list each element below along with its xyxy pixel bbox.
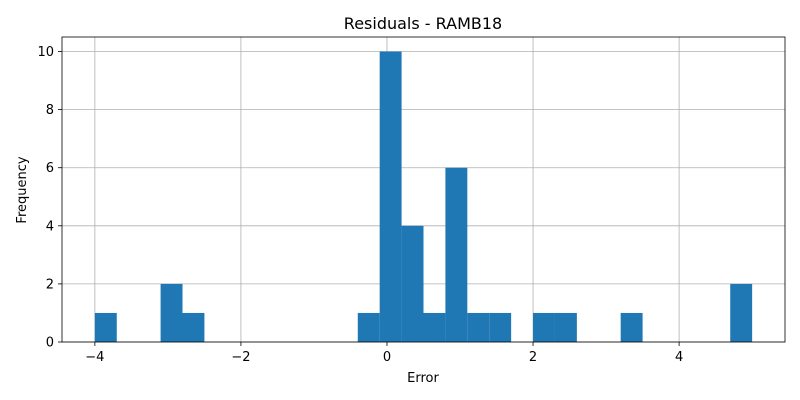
histogram-bar [730,283,753,342]
histogram-bar [533,312,555,342]
x-tick-label: −4 [85,350,104,365]
x-axis-ticks: −4 −2 0 2 4 [85,342,683,365]
histogram-bar [489,312,512,342]
histogram-bar [467,312,490,342]
x-tick-label: −2 [231,350,250,365]
x-tick-label: 4 [675,350,683,365]
y-tick-label: 6 [46,161,54,176]
y-tick-label: 4 [46,219,54,234]
histogram-bar [423,312,446,342]
y-axis-ticks: 0 2 4 6 8 10 [37,45,62,351]
histogram-bar [160,283,183,342]
y-tick-label: 8 [46,103,54,118]
y-tick-label: 2 [46,277,54,292]
histogram-bars [94,51,753,343]
histogram-bar [401,225,424,342]
histogram-bar [182,312,205,342]
histogram-bar [379,51,402,343]
x-axis-label: Error [407,371,439,386]
x-tick-label: 2 [529,350,537,365]
y-tick-label: 10 [37,45,54,60]
histogram-bar [554,312,577,342]
histogram-bar [94,312,117,342]
plot-frame [61,36,786,343]
y-axis-label: Frequency [15,156,30,223]
chart-title: Residuals - RAMB18 [344,14,502,33]
x-tick-label: 0 [383,350,391,365]
histogram-bar [620,312,643,342]
y-tick-label: 0 [46,336,54,351]
histogram-bar [445,167,468,342]
histogram-bar [357,312,380,342]
